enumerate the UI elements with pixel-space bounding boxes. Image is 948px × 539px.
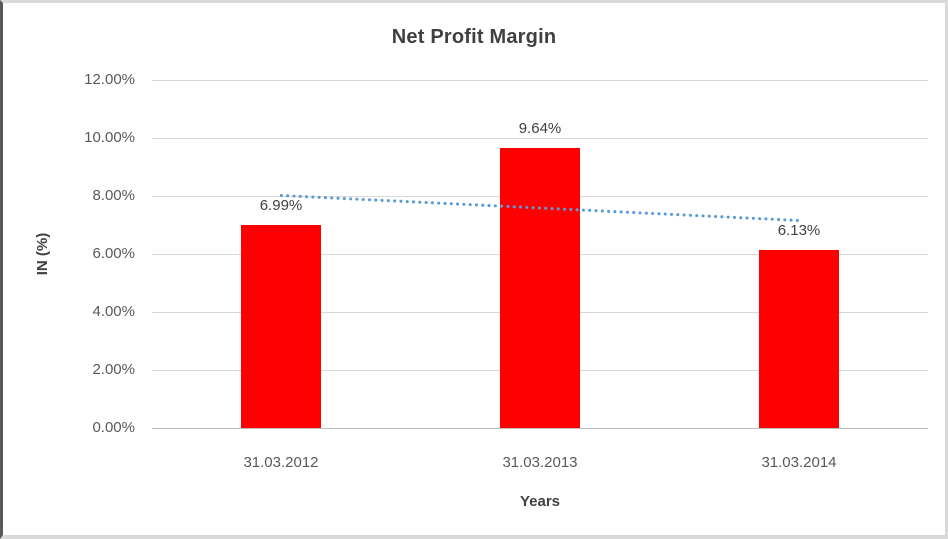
y-tick-label: 0.00%: [92, 419, 135, 436]
data-label: 6.99%: [259, 197, 303, 214]
x-tick-label: 31.03.2013: [502, 454, 578, 471]
y-tick-label: 6.00%: [92, 245, 135, 262]
gridline: [152, 138, 928, 139]
plot-area: 12.00% 10.00% 8.00% 6.00% 4.00% 2.00% 0.00% 6.…: [3, 3, 945, 535]
y-tick-label: 8.00%: [92, 187, 135, 204]
y-tick-label: 4.00%: [92, 303, 135, 320]
bar-31.03.2013: [500, 148, 580, 428]
y-tick-label: 2.00%: [92, 361, 135, 378]
x-axis-line: [152, 428, 928, 429]
x-tick-label: 31.03.2012: [243, 454, 319, 471]
data-label: 6.13%: [777, 222, 821, 239]
gridline: [152, 80, 928, 81]
y-axis-title: IN (%): [34, 232, 51, 276]
bar-31.03.2014: [759, 250, 839, 428]
chart-title: Net Profit Margin: [391, 26, 557, 48]
y-tick-label: 12.00%: [84, 71, 135, 88]
y-tick-label: 10.00%: [84, 129, 135, 146]
data-label: 9.64%: [518, 120, 562, 137]
x-tick-label: 31.03.2014: [761, 454, 837, 471]
bar-31.03.2012: [241, 225, 321, 428]
x-axis-title: Years: [519, 493, 561, 510]
